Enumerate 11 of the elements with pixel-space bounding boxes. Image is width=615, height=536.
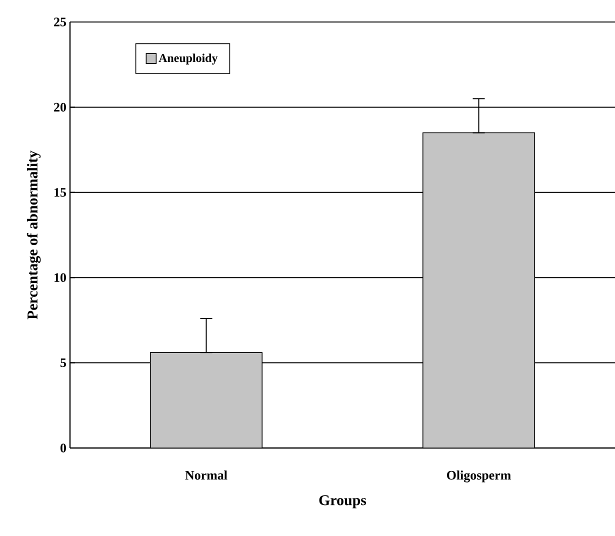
y-tick-label: 25: [54, 18, 66, 26]
y-tick-label: 0: [60, 444, 66, 452]
x-tick-label: Oligosperm: [447, 470, 511, 482]
legend-label: Aneuploidy: [158, 54, 218, 65]
y-tick-label: 15: [54, 188, 66, 197]
x-tick-label: Normal: [185, 470, 228, 480]
y-tick-label: 5: [60, 358, 66, 368]
y-tick-label: 20: [54, 102, 66, 112]
y-axis-title: Percentage of abnormality: [26, 150, 41, 320]
x-axis-title: Groups: [319, 495, 366, 508]
y-tick-label: 10: [54, 273, 66, 282]
